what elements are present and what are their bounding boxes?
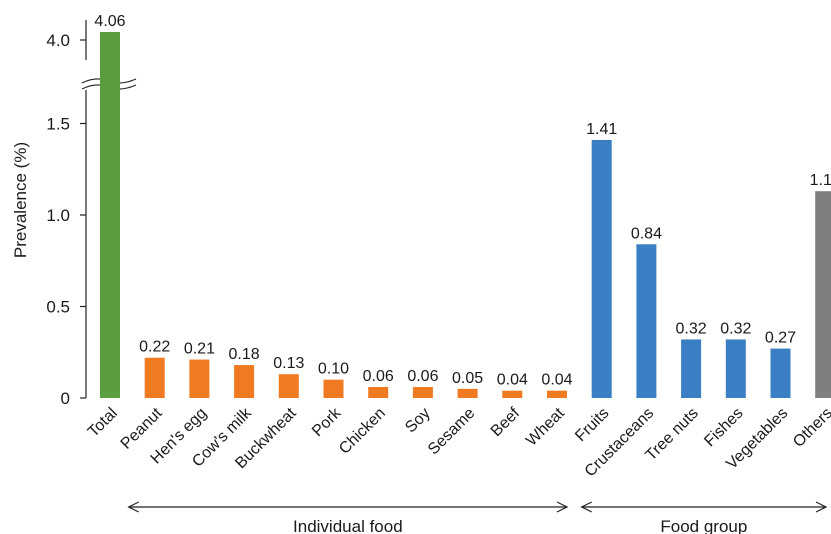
- bar-soy: [412, 387, 433, 398]
- bar-crustaceans: [636, 244, 657, 398]
- bar-fishes: [725, 339, 746, 398]
- value-label: 0.06: [407, 368, 438, 385]
- bar-peanut: [144, 357, 165, 398]
- value-label: 0.04: [497, 372, 528, 389]
- group-arrow-head-left: [127, 501, 139, 513]
- value-label: 0.22: [139, 339, 170, 356]
- y-tick-label: 1.0: [46, 206, 70, 225]
- x-tick-label: Total: [85, 405, 121, 441]
- group-label: Food group: [660, 517, 747, 534]
- bar-chicken: [368, 387, 389, 398]
- y-tick-label: 0: [61, 389, 70, 408]
- group-arrow-head-left: [580, 501, 592, 513]
- x-tick-label: Pork: [309, 404, 345, 440]
- group-arrow-head-right: [815, 501, 828, 513]
- value-label: 1.13: [810, 172, 831, 189]
- bar-cow-s-milk: [234, 365, 255, 398]
- value-label: 0.10: [318, 361, 349, 378]
- y-tick-label: 1.5: [46, 115, 70, 134]
- x-tick-label: Sesame: [425, 405, 479, 459]
- y-tick-label: 0.5: [46, 298, 70, 317]
- bar-sesame: [457, 388, 478, 398]
- value-label: 1.41: [586, 121, 617, 138]
- value-label: 0.32: [720, 320, 751, 337]
- x-tick-label: Wheat: [523, 404, 568, 449]
- bar-hen-s-egg: [189, 359, 210, 398]
- value-label: 4.06: [94, 13, 125, 30]
- x-tick-label: Chicken: [336, 405, 389, 458]
- value-label: 0.05: [452, 370, 483, 387]
- bar-fruits: [591, 139, 612, 398]
- y-ticks: 0 0.5 1.0 1.5 4.0: [46, 31, 86, 408]
- value-label: 0.32: [676, 320, 707, 337]
- bar-total: [100, 32, 120, 398]
- x-tick-label: Soy: [402, 405, 434, 437]
- y-axis-label: Prevalence (%): [11, 142, 30, 258]
- bar-wheat: [547, 390, 567, 398]
- y-tick-label: 4.0: [46, 31, 70, 50]
- value-label: 0.21: [184, 341, 215, 358]
- category-groups: Individual food Food group: [127, 501, 828, 534]
- value-label: 0.04: [541, 372, 572, 389]
- value-label: 0.13: [273, 355, 304, 372]
- value-label: 0.06: [363, 368, 394, 385]
- value-labels: 4.06 0.22 0.21 0.18 0.13 0.10 0.06 0.06 0.05 0.04…: [94, 13, 831, 389]
- group-arrow-head-right: [556, 501, 569, 513]
- bar-buckwheat: [278, 374, 299, 398]
- value-label: 0.84: [631, 225, 662, 242]
- x-tick-label: Beef: [488, 404, 524, 440]
- value-label: 0.27: [765, 330, 796, 347]
- group-label: Individual food: [293, 517, 403, 534]
- bars: [100, 32, 831, 398]
- bar-pork: [323, 379, 344, 398]
- x-tick-label: Fruits: [572, 405, 612, 445]
- bar-vegetables: [770, 348, 791, 398]
- bar-beef: [502, 390, 523, 398]
- bar-tree-nuts: [681, 339, 702, 398]
- bar-others: [815, 191, 831, 398]
- value-label: 0.18: [229, 346, 260, 363]
- x-tick-label: Others: [790, 405, 831, 451]
